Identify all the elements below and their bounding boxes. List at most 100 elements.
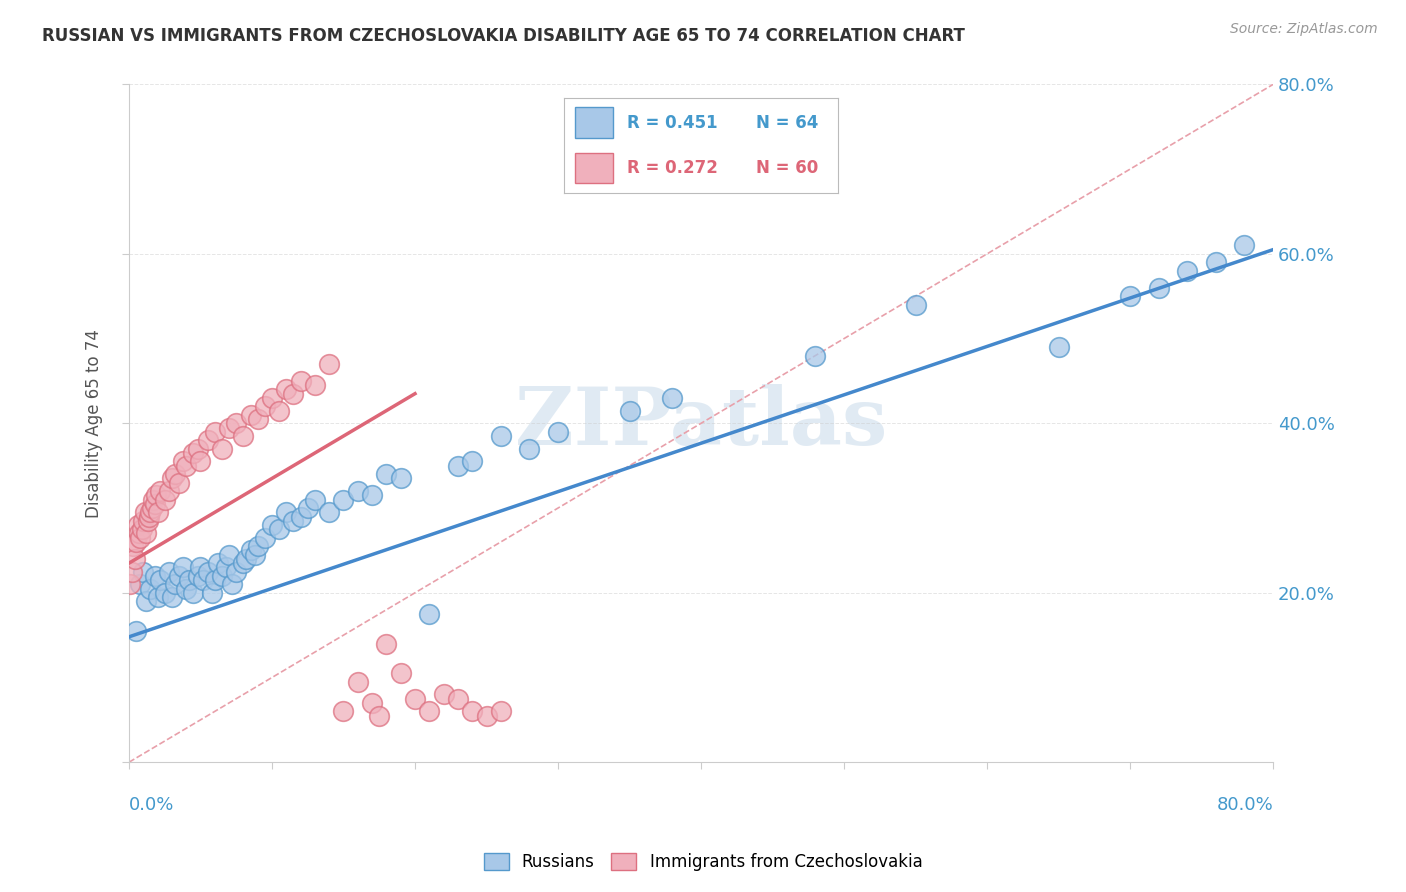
Point: [232, 556, 254, 570]
Text: 80.0%: 80.0%: [1216, 796, 1272, 814]
Point: [134, 505, 156, 519]
Point: [332, 705, 354, 719]
Text: 0.0%: 0.0%: [129, 796, 174, 814]
Point: [211, 442, 233, 456]
Point: [346, 484, 368, 499]
Point: [218, 548, 240, 562]
Point: [197, 565, 219, 579]
Text: ZIPatlas: ZIPatlas: [515, 384, 887, 462]
Point: [475, 708, 498, 723]
Point: [225, 417, 247, 431]
Point: [163, 577, 186, 591]
Point: [127, 518, 149, 533]
Point: [129, 577, 152, 591]
Point: [232, 429, 254, 443]
Point: [197, 434, 219, 448]
Point: [183, 446, 205, 460]
Point: [375, 467, 398, 482]
Point: [461, 454, 484, 468]
Point: [172, 560, 194, 574]
Point: [174, 582, 197, 596]
Point: [225, 565, 247, 579]
Point: [125, 535, 148, 549]
Point: [141, 501, 163, 516]
Point: [142, 492, 165, 507]
Point: [149, 573, 172, 587]
Point: [304, 378, 326, 392]
Text: RUSSIAN VS IMMIGRANTS FROM CZECHOSLOVAKIA DISABILITY AGE 65 TO 74 CORRELATION CH: RUSSIAN VS IMMIGRANTS FROM CZECHOSLOVAKI…: [42, 27, 965, 45]
Point: [204, 425, 226, 439]
Point: [131, 522, 153, 536]
Legend: Russians, Immigrants from Czechoslovakia: Russians, Immigrants from Czechoslovakia: [475, 845, 931, 880]
Point: [163, 467, 186, 482]
Point: [461, 705, 484, 719]
Point: [375, 637, 398, 651]
Point: [304, 492, 326, 507]
Point: [1205, 255, 1227, 269]
Point: [269, 403, 291, 417]
Text: Source: ZipAtlas.com: Source: ZipAtlas.com: [1230, 22, 1378, 37]
Point: [143, 497, 166, 511]
Point: [122, 539, 145, 553]
Point: [332, 492, 354, 507]
Point: [211, 569, 233, 583]
Point: [160, 471, 183, 485]
Point: [318, 505, 340, 519]
Point: [239, 543, 262, 558]
Point: [167, 475, 190, 490]
Point: [269, 522, 291, 536]
Point: [128, 526, 150, 541]
Point: [136, 514, 159, 528]
Point: [187, 442, 209, 456]
Point: [125, 624, 148, 638]
Point: [361, 488, 384, 502]
Point: [418, 705, 440, 719]
Point: [243, 548, 266, 562]
Point: [218, 420, 240, 434]
Point: [297, 501, 319, 516]
Point: [135, 526, 157, 541]
Point: [132, 565, 155, 579]
Point: [139, 505, 162, 519]
Point: [804, 349, 827, 363]
Point: [290, 374, 312, 388]
Point: [239, 408, 262, 422]
Y-axis label: Disability Age 65 to 74: Disability Age 65 to 74: [86, 329, 103, 517]
Point: [447, 458, 470, 473]
Point: [138, 509, 160, 524]
Point: [221, 577, 243, 591]
Point: [146, 505, 169, 519]
Point: [290, 509, 312, 524]
Point: [187, 569, 209, 583]
Point: [253, 400, 276, 414]
Point: [519, 442, 541, 456]
Point: [120, 577, 142, 591]
Point: [283, 514, 305, 528]
Point: [404, 691, 426, 706]
Point: [368, 708, 391, 723]
Point: [135, 594, 157, 608]
Point: [361, 696, 384, 710]
Point: [235, 552, 257, 566]
Point: [1047, 340, 1070, 354]
Point: [160, 590, 183, 604]
Point: [139, 582, 162, 596]
Point: [276, 505, 298, 519]
Point: [157, 565, 180, 579]
Point: [215, 560, 238, 574]
Point: [153, 586, 176, 600]
Point: [389, 471, 412, 485]
Point: [904, 298, 927, 312]
Point: [193, 573, 215, 587]
Point: [246, 539, 269, 553]
Point: [447, 691, 470, 706]
Point: [318, 357, 340, 371]
Point: [149, 484, 172, 499]
Point: [132, 514, 155, 528]
Point: [183, 586, 205, 600]
Point: [129, 531, 152, 545]
Point: [145, 488, 167, 502]
Point: [1175, 264, 1198, 278]
Point: [190, 454, 212, 468]
Point: [260, 518, 283, 533]
